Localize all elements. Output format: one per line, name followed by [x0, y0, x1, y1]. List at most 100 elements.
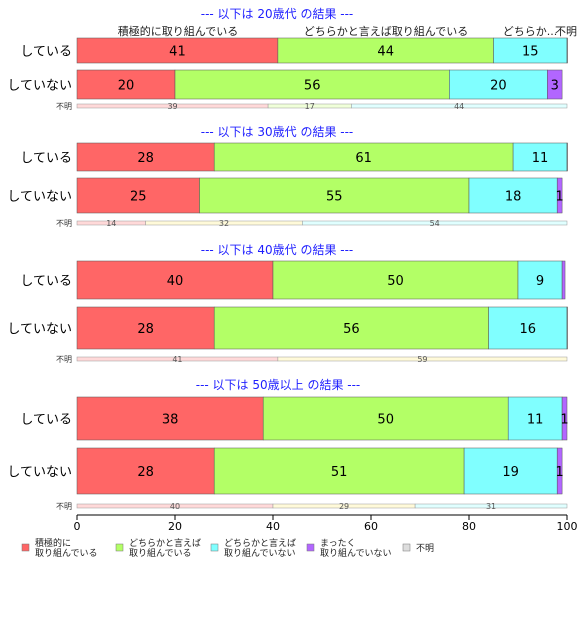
legend-swatch-somewhat_active [115, 543, 124, 552]
row-label: していない [7, 465, 72, 480]
bar-segment-somewhat_not [507, 396, 563, 441]
bar-segment-somewhat_not [468, 177, 558, 214]
bar-segment-not_at_all [566, 306, 568, 350]
group-title: --- 以下は 40歳代 の結果 --- [201, 243, 354, 257]
legend-label: どちらかと言えば [224, 537, 296, 549]
data-label: 28 [137, 465, 154, 480]
bar-segment-somewhat_active [174, 69, 450, 100]
bar-segment-active [76, 142, 215, 172]
bar-segment-somewhat_not [493, 37, 568, 64]
data-label: 40 [167, 274, 184, 289]
legend-label: 積極的に [35, 537, 71, 549]
legend-label: まったく [320, 538, 356, 549]
legend-label: 取り組んでいない [320, 547, 392, 559]
data-label: 44 [377, 45, 394, 60]
row-label: していない [7, 322, 72, 337]
bar-segment-somewhat_active [213, 142, 514, 172]
legend-swatch-active [21, 543, 30, 552]
bar-segment-active [76, 37, 279, 64]
row-label: していない [7, 190, 72, 205]
unknown-data-label: 59 [417, 355, 427, 364]
bar-segment-somewhat_not [512, 142, 568, 172]
data-label: 38 [162, 413, 179, 428]
bar-segment-not_at_all [566, 37, 568, 64]
bar-segment-somewhat_active [277, 37, 494, 64]
data-label: 50 [377, 413, 394, 428]
row-label: していない [7, 79, 72, 94]
data-label: 56 [304, 79, 321, 94]
data-label: 20 [490, 79, 507, 94]
x-tick-label: 60 [364, 520, 378, 533]
data-label: 28 [137, 151, 154, 166]
data-label: 11 [527, 413, 544, 428]
bar-segment-active [76, 396, 264, 441]
legend-swatch-unknown [402, 543, 411, 552]
data-label: 20 [118, 79, 135, 94]
unknown-data-label: 29 [339, 502, 349, 511]
unknown-data-label: 40 [170, 502, 180, 511]
x-tick-label: 0 [74, 520, 81, 533]
data-label: 25 [130, 190, 147, 205]
legend-swatch-not_at_all [306, 543, 315, 552]
bar-segment-not_at_all [566, 142, 568, 172]
unknown-data-label: 31 [486, 502, 496, 511]
bar-segment-somewhat_not [449, 69, 548, 100]
bar-segment-somewhat_active [262, 396, 509, 441]
data-label: 16 [520, 322, 537, 337]
column-header-label: 積極的に取り組んでいる [118, 24, 238, 38]
bar-segment-somewhat_not [517, 260, 563, 300]
x-tick-label: 40 [266, 520, 280, 533]
legend-label: 不明 [416, 543, 434, 554]
data-label: 19 [502, 465, 519, 480]
unknown-segment [351, 103, 568, 109]
bar-segment-somewhat_not [463, 447, 558, 495]
row-label: している [20, 45, 72, 60]
data-label: 1 [560, 413, 568, 428]
legend-label: 取り組んでいる [129, 547, 192, 559]
data-label: 9 [536, 274, 544, 289]
legend-swatch-somewhat_not [210, 543, 219, 552]
column-header-label: どちらか... [503, 25, 558, 38]
data-label: 28 [137, 322, 154, 337]
unknown-data-label: 44 [454, 102, 464, 111]
unknown-data-label: 14 [106, 219, 116, 228]
x-tick-label: 100 [557, 520, 578, 533]
bar-segment-not_at_all [561, 260, 566, 300]
bar-segment-not_at_all [556, 177, 563, 214]
bar-segment-active [76, 69, 176, 100]
data-label: 18 [505, 190, 522, 205]
unknown-segment [414, 503, 568, 509]
data-label: 11 [532, 151, 549, 166]
bar-segment-somewhat_active [199, 177, 470, 214]
data-label: 56 [343, 322, 360, 337]
bar-segment-somewhat_active [213, 447, 465, 495]
group-title: --- 以下は 50歳以上 の結果 --- [196, 378, 361, 392]
group-title: --- 以下は 30歳代 の結果 --- [201, 125, 354, 139]
data-label: 55 [326, 190, 343, 205]
unknown-row-label: 不明 [56, 102, 72, 111]
bar-segment-not_at_all [547, 69, 563, 100]
data-label: 41 [169, 45, 186, 60]
data-label: 1 [556, 190, 564, 205]
x-tick-label: 80 [462, 520, 476, 533]
unknown-data-label: 54 [430, 219, 440, 228]
data-label: 51 [331, 465, 348, 480]
bar-segment-somewhat_not [488, 306, 568, 350]
column-header-label: どちらかと言えば取り組んでいる [304, 25, 468, 38]
group-title: --- 以下は 20歳代 の結果 --- [201, 7, 354, 21]
column-header-label: 不明 [555, 25, 577, 38]
legend-label: 取り組んでいない [224, 547, 296, 559]
legend-label: 取り組んでいる [35, 547, 98, 559]
unknown-row-label: 不明 [56, 219, 72, 228]
unknown-data-label: 41 [172, 355, 182, 364]
unknown-data-label: 17 [305, 102, 315, 111]
legend-label: どちらかと言えば [129, 537, 201, 549]
bar-segment-active [76, 306, 215, 350]
bar-segment-active [76, 447, 215, 495]
row-label: している [20, 274, 72, 289]
x-tick-label: 20 [168, 520, 182, 533]
data-label: 3 [551, 79, 559, 94]
data-label: 15 [522, 45, 539, 60]
data-label: 1 [556, 465, 564, 480]
